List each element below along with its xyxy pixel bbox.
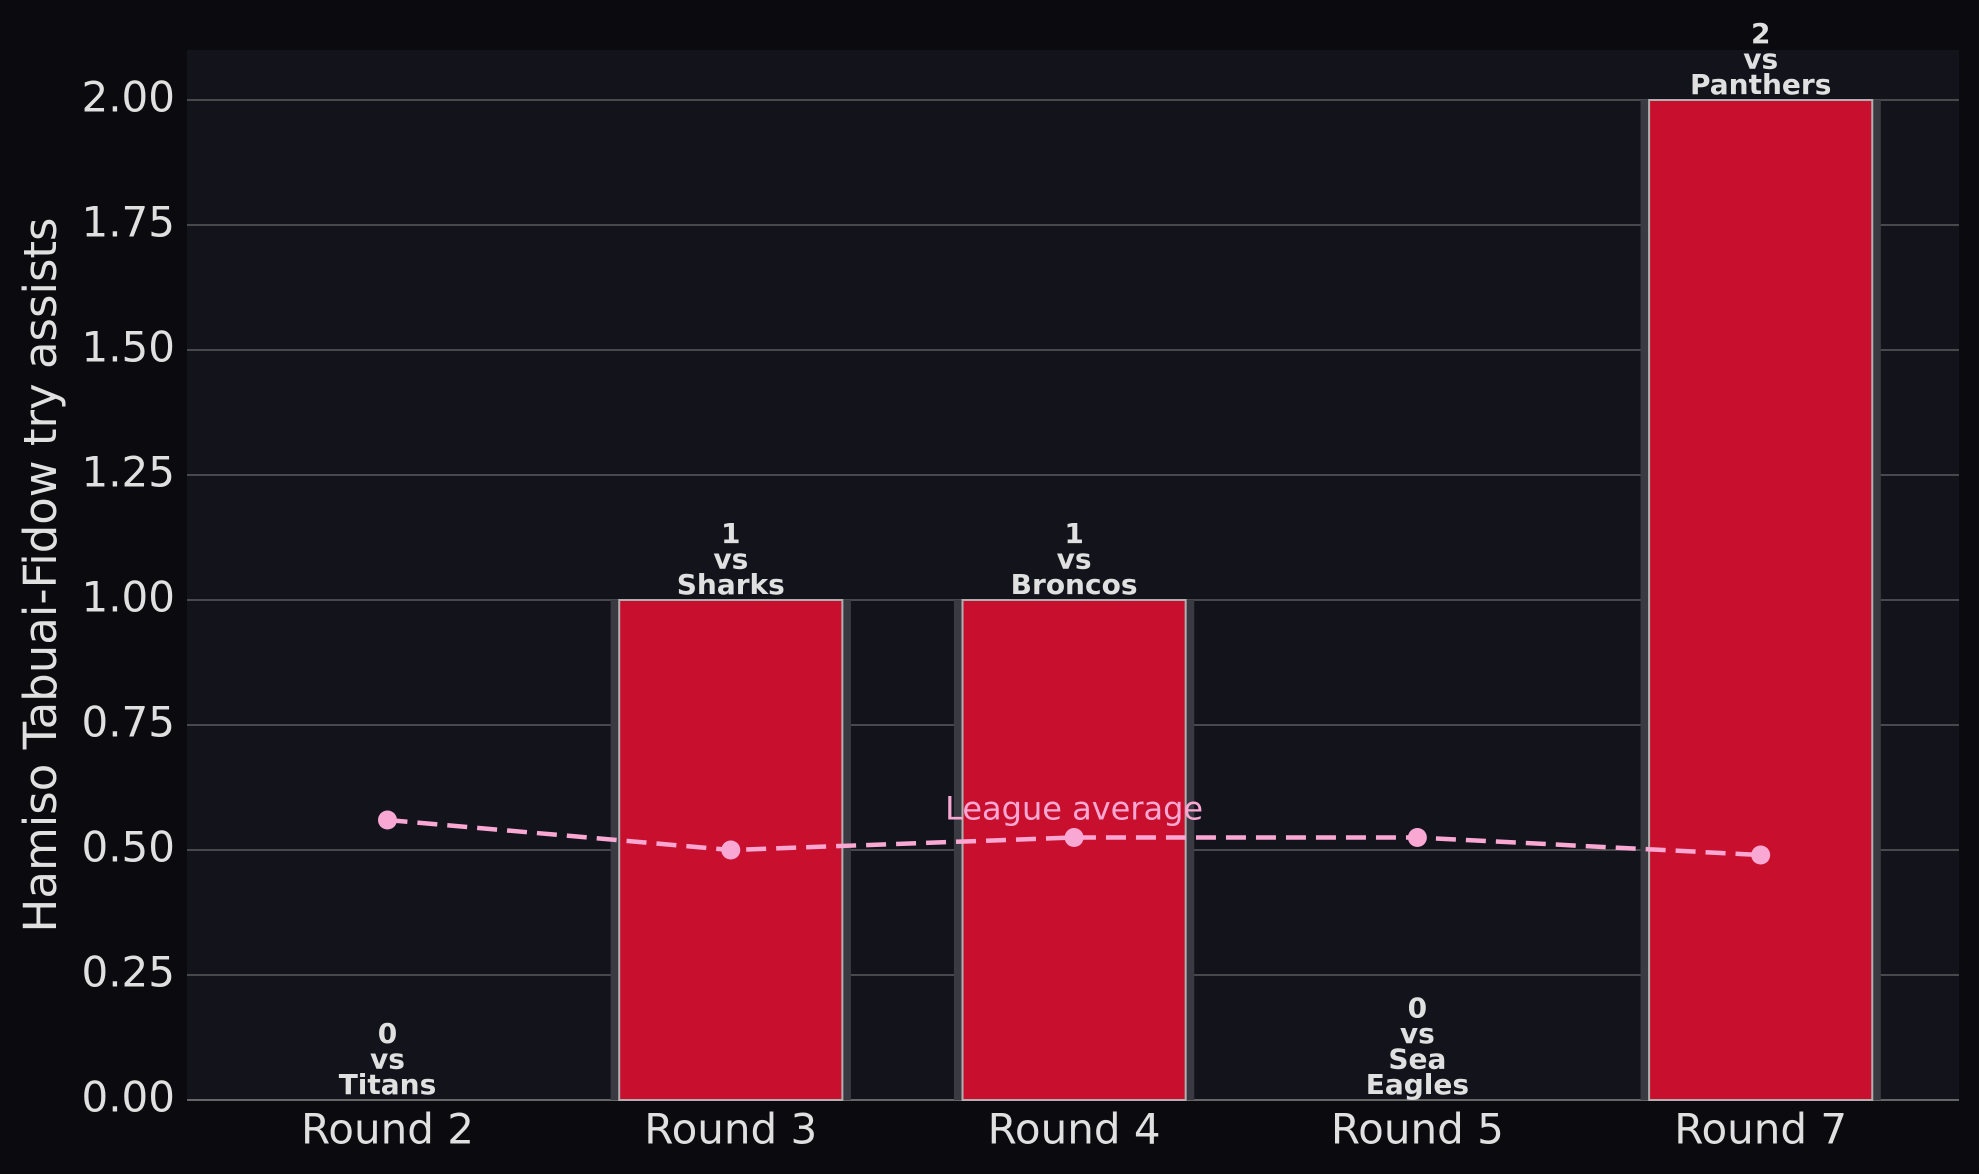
y-axis-label: Hamiso Tabuai-Fidow try assists — [14, 218, 67, 933]
data-label: 2 vs Panthers — [1690, 17, 1831, 101]
x-tick-label: Round 5 — [1331, 1105, 1504, 1154]
average-annotation: League average — [945, 790, 1203, 828]
average-marker — [1064, 828, 1084, 847]
x-tick-label: Round 3 — [644, 1105, 817, 1154]
y-tick-label: 1.50 — [81, 323, 175, 372]
y-tick-label: 0.50 — [81, 823, 175, 872]
y-tick-label: 0.75 — [81, 698, 175, 747]
y-tick-label: 1.25 — [81, 448, 175, 497]
average-line — [387, 817, 1761, 858]
data-label: 0 vs Titans — [339, 1017, 437, 1101]
x-tick-label: Round 7 — [1674, 1105, 1847, 1154]
average-marker — [1407, 828, 1427, 847]
x-tick-label: Round 2 — [301, 1105, 474, 1154]
y-tick-label: 1.00 — [81, 573, 175, 622]
data-label: 1 vs Sharks — [677, 517, 785, 601]
y-tick-label: 1.75 — [81, 198, 175, 247]
bar — [1648, 99, 1874, 1101]
average-marker — [721, 840, 741, 860]
data-label: 1 vs Broncos — [1011, 517, 1138, 601]
data-label: 0 vs Sea Eagles — [1366, 992, 1469, 1102]
average-marker — [377, 810, 397, 830]
x-tick-label: Round 4 — [988, 1105, 1161, 1154]
bar — [961, 599, 1187, 1101]
average-marker — [1751, 845, 1771, 865]
y-tick-label: 0.00 — [81, 1073, 175, 1122]
y-tick-label: 0.25 — [81, 948, 175, 997]
y-tick-label: 2.00 — [81, 73, 175, 122]
